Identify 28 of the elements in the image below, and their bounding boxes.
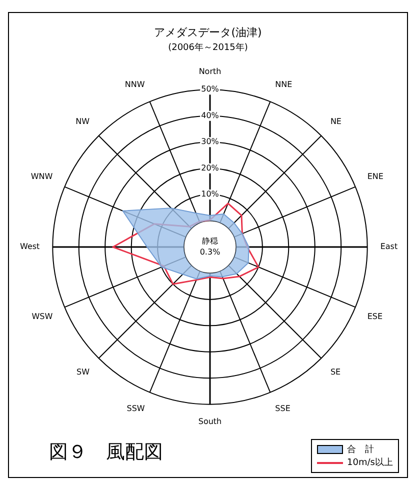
text: 0.3% bbox=[200, 248, 221, 257]
y-tick-label: 30% bbox=[201, 137, 220, 146]
spoke-label: North bbox=[198, 66, 222, 76]
spoke-label: SSE bbox=[275, 404, 290, 414]
spoke-label: NNW bbox=[124, 80, 145, 89]
spoke-label: SE bbox=[330, 367, 341, 376]
text: 静穏 bbox=[202, 236, 218, 246]
y-tick-label: 40% bbox=[201, 110, 220, 120]
y-tick-label: 50% bbox=[201, 84, 220, 94]
spoke-label: WSW bbox=[32, 312, 53, 322]
chart-title: アメダスデータ(油津) bbox=[153, 25, 263, 40]
y-tick-label: 20% bbox=[201, 163, 220, 172]
legend-label: 合 計 bbox=[347, 444, 374, 456]
caption: 図９ 風配図 bbox=[49, 440, 163, 465]
spoke-label: SW bbox=[76, 367, 90, 376]
spoke-label: NE bbox=[330, 116, 342, 126]
spoke-label: NW bbox=[76, 116, 90, 126]
spoke-label: SSW bbox=[126, 404, 145, 414]
y-tick-label: 10% bbox=[201, 190, 220, 199]
spoke-label: NNE bbox=[275, 80, 292, 89]
spoke-label: East bbox=[380, 242, 398, 252]
spoke-label: WNW bbox=[30, 172, 53, 182]
spoke-label: West bbox=[20, 242, 40, 252]
spoke-label: ENE bbox=[367, 172, 384, 182]
spoke-label: ESE bbox=[367, 312, 383, 322]
chart-subtitle: (2006年～2015年) bbox=[167, 42, 249, 54]
spoke-label: South bbox=[198, 417, 222, 426]
legend-label: 10m/s以上 bbox=[347, 456, 393, 469]
